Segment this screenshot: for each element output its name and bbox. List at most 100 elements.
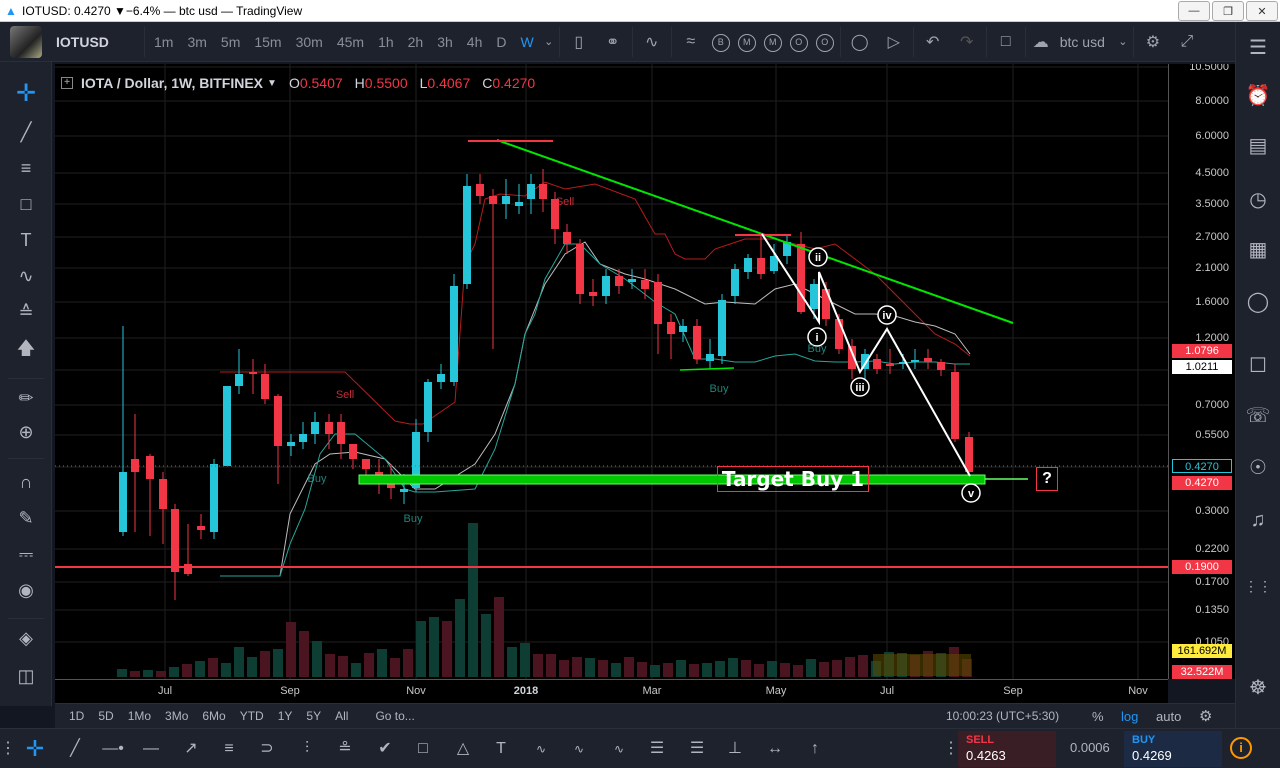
- streams-icon[interactable]: ☉: [1249, 457, 1267, 479]
- range-1mo[interactable]: 1Mo: [127, 709, 152, 723]
- fib-fan-icon[interactable]: ⫶: [304, 740, 309, 757]
- zoom-icon[interactable]: ⊕: [18, 422, 34, 442]
- info-warning-icon[interactable]: i: [1230, 737, 1252, 759]
- time-axis[interactable]: Jul Sep Nov 2018 Mar May Jul Sep Nov: [55, 679, 1168, 703]
- range-ytd[interactable]: YTD: [239, 709, 264, 723]
- crosshair-icon[interactable]: ✛: [25, 736, 45, 761]
- collapse-legend-icon[interactable]: +: [61, 77, 73, 89]
- fib-retracement-icon[interactable]: ≗: [338, 740, 352, 757]
- interval-4h[interactable]: 4h: [466, 33, 483, 50]
- expand-icon[interactable]: ⤢: [1180, 32, 1194, 50]
- arrow-marker-icon[interactable]: ↑: [811, 740, 819, 757]
- chevron-down-icon[interactable]: ⌄: [544, 36, 554, 48]
- ruler-icon[interactable]: ✏: [18, 388, 34, 408]
- date-range-icon[interactable]: ↔: [767, 740, 783, 757]
- pitchfork-icon[interactable]: ⊃: [260, 740, 274, 757]
- handle-icon[interactable]: ⋮: [943, 740, 959, 757]
- eye-icon[interactable]: ◉: [18, 580, 34, 600]
- price-scale[interactable]: 10.5000 8.0000 6.0000 4.5000 3.5000 2.7000 2.1…: [1168, 64, 1235, 679]
- chevron-down-icon[interactable]: ▼: [267, 77, 277, 89]
- interval-2h[interactable]: 2h: [407, 33, 424, 50]
- parallel-channel-icon[interactable]: ≡: [224, 740, 234, 757]
- range-3mo[interactable]: 3Mo: [165, 709, 189, 723]
- candles-icon[interactable]: ▯: [574, 33, 584, 51]
- undo-icon[interactable]: ↶: [926, 33, 940, 51]
- short-position-icon[interactable]: ☰: [689, 740, 705, 757]
- chart-pane[interactable]: i ii iii iv v Sell Sell Buy Buy Buy Buy + IOTA / D…: [55, 64, 1168, 679]
- watchlist-icon[interactable]: ☰: [1249, 37, 1267, 59]
- pattern-icon[interactable]: ∿: [18, 266, 34, 286]
- sell-button[interactable]: SELL 0.4263: [958, 731, 1056, 767]
- indicator-shortcut[interactable]: M: [737, 33, 756, 52]
- minimize-icon[interactable]: —: [1178, 1, 1210, 21]
- target-buy-label[interactable]: Target Buy 1: [717, 466, 869, 492]
- range-5d[interactable]: 5D: [98, 709, 114, 723]
- long-position-icon[interactable]: ☰: [649, 740, 665, 757]
- horizontal-ray-icon[interactable]: —•: [102, 740, 124, 757]
- messages-icon[interactable]: ☏: [1245, 405, 1271, 427]
- text-icon[interactable]: T: [20, 230, 32, 250]
- compare-symbols-icon[interactable]: ⚭: [606, 33, 620, 51]
- percent-toggle[interactable]: %: [1092, 708, 1104, 724]
- abcd-pattern-icon[interactable]: ∿: [573, 742, 585, 756]
- alarm-clock-icon[interactable]: ⏰: [1245, 85, 1271, 107]
- range-6mo[interactable]: 6Mo: [202, 709, 226, 723]
- gear-icon[interactable]: ⚙: [1145, 33, 1161, 51]
- range-1y[interactable]: 1Y: [277, 709, 293, 723]
- indicator-shortcut[interactable]: M: [763, 33, 782, 52]
- compare-label[interactable]: btc usd: [1059, 33, 1105, 50]
- symbol-search[interactable]: IOTUSD: [56, 33, 109, 50]
- log-toggle[interactable]: log: [1121, 708, 1139, 724]
- range-all[interactable]: All: [335, 709, 349, 723]
- gear-icon[interactable]: ⚙: [1199, 708, 1213, 725]
- replay-icon[interactable]: ▷: [887, 33, 900, 51]
- prediction-icon[interactable]: ≙: [18, 302, 34, 322]
- question-mark-label[interactable]: ?: [1036, 467, 1058, 491]
- avatar[interactable]: [10, 25, 42, 58]
- indicators-icon[interactable]: ≈: [686, 32, 696, 50]
- line-chart-icon[interactable]: ∿: [645, 33, 659, 51]
- magnet-icon[interactable]: ∩: [19, 472, 33, 492]
- interval-1m[interactable]: 1m: [154, 33, 174, 50]
- notifications-icon[interactable]: ♫: [1250, 509, 1266, 531]
- horizontal-line-icon[interactable]: —: [143, 740, 159, 757]
- range-1d[interactable]: 1D: [69, 709, 85, 723]
- hotlist-icon[interactable]: ◷: [1249, 189, 1267, 211]
- indicator-shortcut[interactable]: B: [711, 33, 730, 52]
- interval-15m[interactable]: 15m: [254, 33, 282, 50]
- range-5y[interactable]: 5Y: [306, 709, 322, 723]
- trash-icon[interactable]: ◫: [17, 666, 35, 686]
- interval-45m[interactable]: 45m: [336, 33, 365, 50]
- brush-icon[interactable]: ✔: [378, 740, 392, 757]
- pitchfork-icon[interactable]: ≡: [20, 158, 32, 178]
- chevron-down-icon[interactable]: ⌄: [1118, 36, 1128, 48]
- chart-title[interactable]: IOTA / Dollar, 1W, BITFINEX: [81, 75, 264, 91]
- rectangle-icon[interactable]: □: [418, 740, 428, 757]
- stay-drawing-icon[interactable]: ✎: [18, 508, 34, 528]
- buy-button[interactable]: BUY 0.4269: [1124, 731, 1222, 767]
- text-icon[interactable]: T: [496, 740, 506, 757]
- interval-3h[interactable]: 3h: [437, 33, 453, 50]
- order-panel-icon[interactable]: ⋮⋮: [1244, 578, 1272, 594]
- clock[interactable]: 10:00:23 (UTC+5:30): [946, 709, 1060, 723]
- indicator-shortcut[interactable]: O: [789, 33, 808, 52]
- interval-W[interactable]: W: [520, 33, 534, 50]
- fullscreen-box-icon[interactable]: □: [1000, 32, 1011, 50]
- abc-pattern-icon[interactable]: ∿: [613, 742, 625, 756]
- ray-icon[interactable]: ↗: [184, 740, 198, 757]
- bug-icon[interactable]: ☸: [1249, 677, 1267, 699]
- interval-D[interactable]: D: [496, 33, 507, 50]
- restore-icon[interactable]: ❐: [1212, 1, 1244, 21]
- arrow-up-icon[interactable]: 🡅: [16, 338, 36, 358]
- triangle-icon[interactable]: △: [456, 740, 470, 757]
- interval-30m[interactable]: 30m: [295, 33, 323, 50]
- cloud-icon[interactable]: ☁: [1032, 33, 1049, 51]
- data-window-icon[interactable]: ▤: [1248, 135, 1268, 157]
- chat-icon[interactable]: ☐: [1249, 355, 1267, 377]
- interval-5m[interactable]: 5m: [220, 33, 241, 50]
- redo-icon[interactable]: ↷: [960, 33, 974, 51]
- trend-line-icon[interactable]: ╱: [20, 122, 32, 142]
- interval-3m[interactable]: 3m: [187, 33, 207, 50]
- lock-icon[interactable]: ⎓: [18, 544, 34, 564]
- handle-icon[interactable]: ⋮: [0, 740, 16, 757]
